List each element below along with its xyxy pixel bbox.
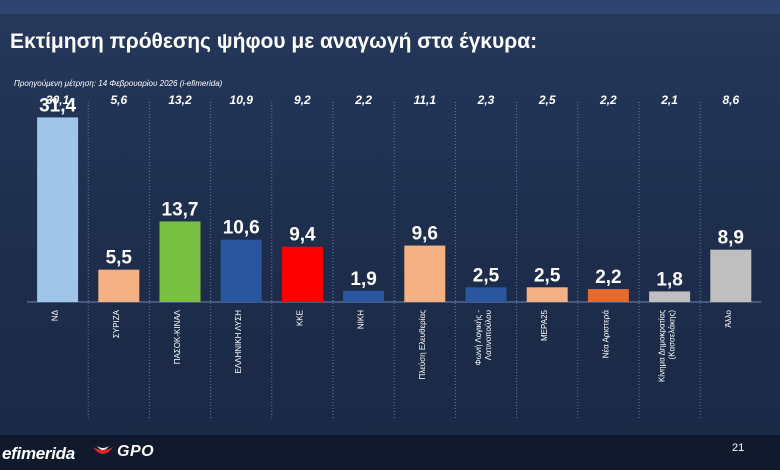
bar-value-label: 2,5 — [534, 265, 561, 286]
bar-value-label: 2,5 — [473, 265, 500, 286]
category-label: ΝΔ — [51, 309, 60, 321]
previous-value-label: 2,5 — [538, 93, 556, 107]
bar-value-label: 1,8 — [656, 269, 682, 290]
bar — [710, 249, 752, 302]
category-label: Άλλο — [724, 309, 733, 327]
bar — [37, 117, 79, 302]
bar — [587, 289, 629, 302]
category-label: ΚΚΕ — [295, 310, 304, 326]
previous-value-label: 13,2 — [168, 93, 192, 107]
bar-value-label: 9,6 — [412, 224, 438, 245]
gpo-wordmark: GPO — [117, 443, 155, 460]
previous-value-label: 2,3 — [477, 93, 495, 107]
category-label: Πλεύση Ελευθερίας — [418, 310, 427, 380]
bar — [465, 287, 507, 302]
bar — [220, 239, 262, 302]
bar — [343, 290, 385, 302]
previous-value-label: 30,1 — [46, 93, 70, 107]
bar — [159, 221, 201, 302]
bar-value-label: 2,2 — [595, 267, 621, 288]
bar — [281, 246, 323, 302]
bar-value-label: 5,5 — [106, 248, 133, 269]
previous-value-label: 9,2 — [294, 93, 311, 107]
previous-measurement-note: Προηγούμενη μέτρηση: 14 Φεβρουαρίου 2026… — [14, 79, 223, 88]
category-label: ΝΙΚΗ — [357, 310, 366, 329]
efimerida-logo: efimerida — [2, 444, 75, 463]
bar — [526, 287, 568, 302]
bar-value-label: 1,9 — [350, 269, 376, 290]
bar-value-label: 9,4 — [289, 225, 316, 246]
category-label: Νέα Αριστερά — [601, 310, 610, 359]
previous-value-label: 5,6 — [110, 93, 127, 107]
category-label: ΣΥΡΙΖΑ — [112, 309, 121, 338]
bar — [98, 269, 140, 302]
category-label: Φωνή Λογικής -Λατινοπούλου — [474, 310, 493, 366]
previous-value-label: 2,1 — [660, 93, 678, 107]
previous-value-label: 8,6 — [722, 93, 739, 107]
page-number: 21 — [732, 442, 745, 454]
previous-value-label: 10,9 — [230, 93, 254, 107]
top-stripe — [0, 0, 780, 14]
category-label: Κίνημα Δημοκρατίας(Κασσελάκης) — [658, 310, 677, 382]
footer-bar — [0, 435, 780, 470]
bar — [404, 245, 446, 302]
category-label: ΠΑΣΟΚ-ΚΙΝΑΛ — [173, 309, 182, 364]
chart-title: Εκτίμηση πρόθεσης ψήφου με αναγωγή στα έ… — [10, 30, 538, 53]
bar-value-label: 31,4 — [39, 95, 76, 116]
category-label: ΕΛΛΗΝΙΚΗ ΛΥΣΗ — [234, 310, 243, 374]
gpo-logo: GPO — [92, 442, 154, 462]
bar-value-label: 13,7 — [162, 199, 199, 220]
category-label: ΜΕΡΑ25 — [540, 309, 549, 341]
previous-value-label: 11,1 — [414, 93, 437, 107]
previous-value-label: 2,2 — [354, 93, 372, 107]
bar-value-label: 8,9 — [718, 228, 744, 249]
previous-value-label: 2,2 — [599, 93, 617, 107]
bar — [649, 291, 691, 302]
bar-value-label: 10,6 — [223, 218, 260, 239]
gpo-mark-icon — [93, 446, 113, 454]
bar-chart: 30,131,4 ΝΔ 5,6 5,5 ΣΥΡΙΖΑ 13,2 13,7 ΠΑΣΟΚ-ΚΙΝΑ… — [27, 93, 762, 420]
